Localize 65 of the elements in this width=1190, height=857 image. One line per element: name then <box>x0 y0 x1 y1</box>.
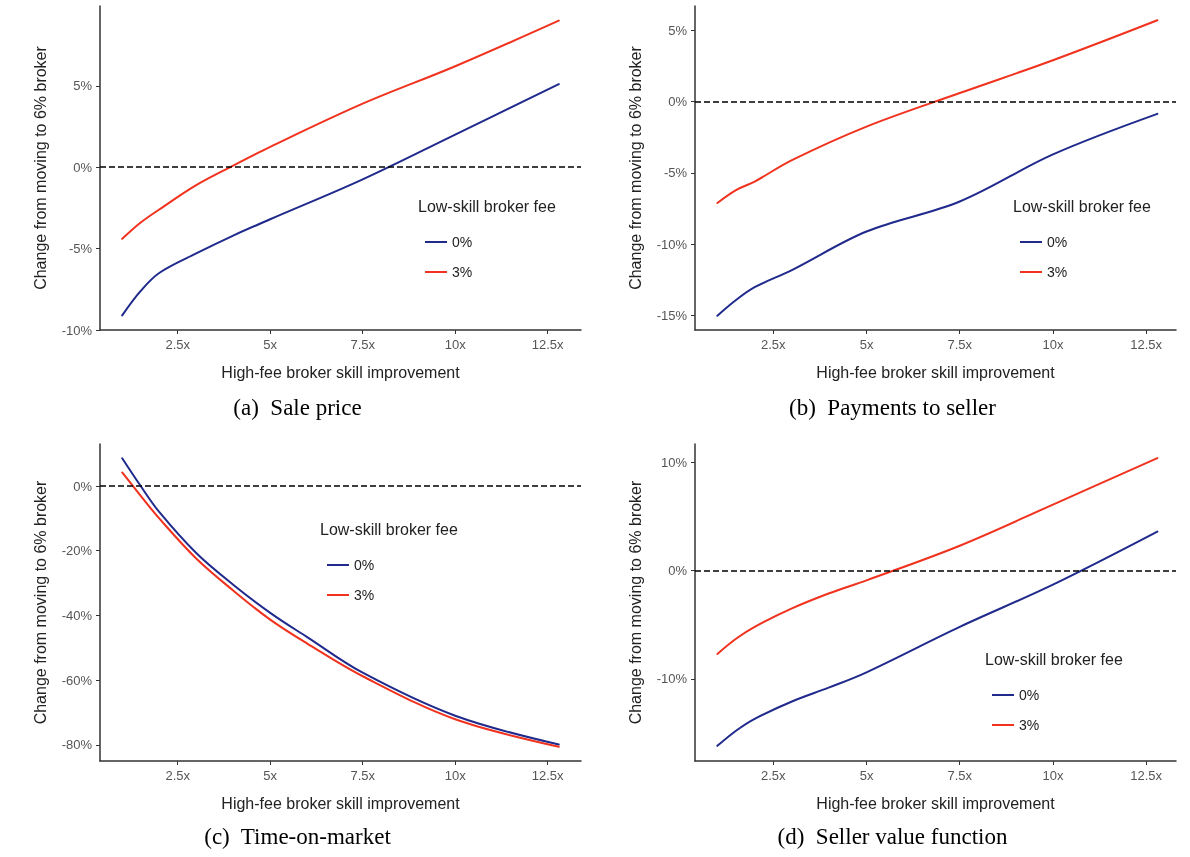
y-tick-label: 0% <box>73 159 93 175</box>
y-axis-title: Change from moving to 6% broker <box>626 479 644 725</box>
text: (b) Payments to seller <box>789 395 997 420</box>
y-tick-label: -10% <box>61 322 93 338</box>
y-tick-label: -5% <box>663 165 688 181</box>
text: (c) Time-on-market <box>204 824 392 849</box>
y-tick-label: -40% <box>61 607 93 623</box>
legend-title: Low-skill broker fee <box>320 520 458 538</box>
x-axis-title: High-fee broker skill improvement <box>221 363 461 381</box>
text: (d) Seller value function <box>777 824 1008 849</box>
x-tick-label: 10x <box>444 337 467 352</box>
legend-label: 3% <box>1047 264 1068 280</box>
legend-title: Low-skill broker fee <box>418 197 556 215</box>
legend-label: 0% <box>1047 234 1068 250</box>
x-tick-label: 7.5x <box>947 768 973 783</box>
x-axis-title: High-fee broker skill improvement <box>816 363 1056 381</box>
y-axis-title: Change from moving to 6% broker <box>31 479 49 725</box>
legend-label: 0% <box>1019 687 1040 703</box>
legend-title: Low-skill broker fee <box>985 650 1123 668</box>
legend-label: 0% <box>452 234 473 250</box>
x-tick-label: 2.5x <box>165 768 191 783</box>
y-tick-label: -20% <box>61 543 93 559</box>
x-tick-label: 2.5x <box>761 337 787 352</box>
legend-title: Low-skill broker fee <box>1013 197 1151 215</box>
y-tick-label: 0% <box>668 563 688 579</box>
y-tick-label: -5% <box>68 241 93 257</box>
y-tick-label: -10% <box>656 671 688 687</box>
line-series <box>716 530 1159 747</box>
x-tick-label: 5x <box>859 768 874 783</box>
line-series <box>121 83 560 317</box>
y-tick-label: 5% <box>73 78 93 94</box>
x-tick-label: 12.5x <box>531 768 565 783</box>
x-tick-label: 2.5x <box>165 337 191 352</box>
y-tick-label: -15% <box>656 308 688 324</box>
y-axis-title: Change from moving to 6% broker <box>626 45 644 290</box>
legend-label: 3% <box>354 587 375 603</box>
legend-label: 0% <box>354 557 375 573</box>
x-tick-label: 5x <box>859 337 874 352</box>
x-tick-label: 12.5x <box>531 337 565 352</box>
x-axis-title: High-fee broker skill improvement <box>816 794 1056 812</box>
y-tick-label: 0% <box>73 478 93 494</box>
x-tick-label: 12.5x <box>1130 768 1163 783</box>
x-tick-label: 2.5x <box>761 768 787 783</box>
x-tick-label: 7.5x <box>350 337 376 352</box>
y-axis-title: Change from moving to 6% broker <box>31 45 49 290</box>
x-tick-label: 10x <box>444 768 467 783</box>
x-axis-title: High-fee broker skill improvement <box>221 794 461 812</box>
y-tick-label: 10% <box>660 454 688 470</box>
x-tick-label: 10x <box>1042 337 1064 352</box>
y-tick-label: -80% <box>61 737 93 753</box>
x-tick-label: 10x <box>1042 768 1064 783</box>
y-tick-label: 5% <box>668 22 688 38</box>
x-tick-label: 5x <box>263 768 278 783</box>
x-tick-label: 7.5x <box>350 768 376 783</box>
y-tick-label: 0% <box>668 94 688 110</box>
x-tick-label: 12.5x <box>1130 337 1163 352</box>
y-tick-label: -10% <box>656 236 688 252</box>
y-tick-label: -60% <box>61 672 93 688</box>
legend-label: 3% <box>452 264 473 280</box>
x-tick-label: 5x <box>263 337 278 352</box>
x-tick-label: 7.5x <box>947 337 973 352</box>
line-series <box>716 457 1159 655</box>
text: (a) Sale price <box>233 395 362 420</box>
line-series <box>716 112 1159 317</box>
legend-label: 3% <box>1019 717 1040 733</box>
